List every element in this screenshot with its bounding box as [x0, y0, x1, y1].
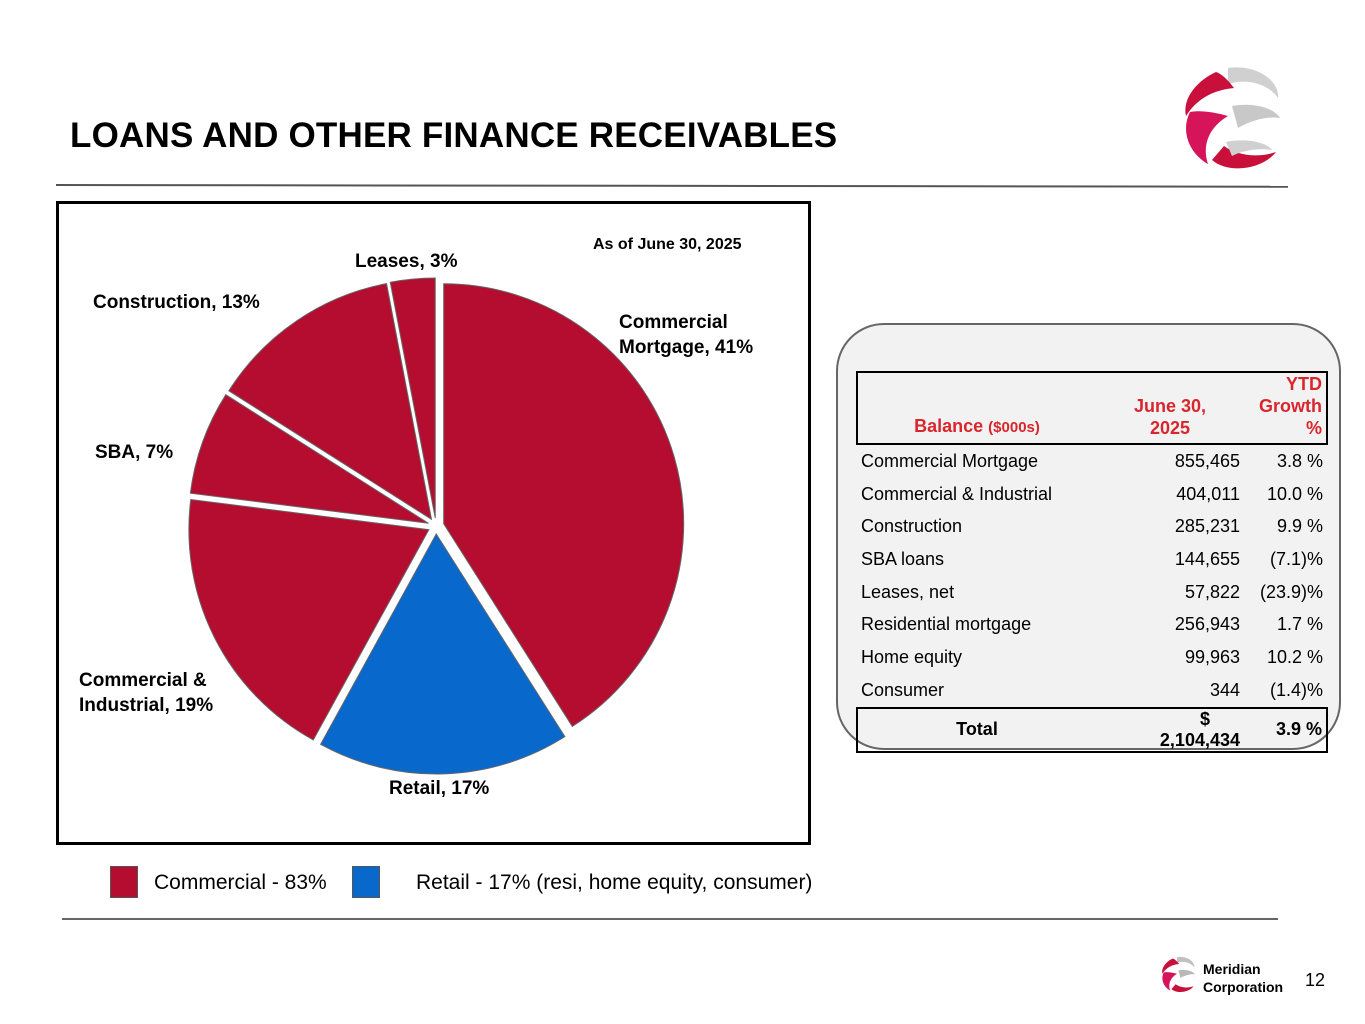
table-row: Leases, net 57,822 (23.9)% [857, 576, 1327, 609]
row-balance: 99,963 [1184, 646, 1240, 667]
row-label: Commercial Mortgage [861, 450, 1039, 471]
slice-label-commercial-industrial: Commercial & Industrial, 19% [79, 670, 214, 716]
total-balance: $2,104,434 [1096, 706, 1244, 753]
row-label: Home equity [861, 646, 963, 667]
row-growth: 10.2 % [1266, 646, 1323, 667]
footer-divider [62, 918, 1278, 920]
pie-slice-commercial-mortgage [443, 283, 685, 728]
row-growth: (7.1)% [1269, 548, 1323, 569]
chart-date-label: As of June 30, 2025 [593, 236, 742, 253]
row-label: Consumer [861, 679, 945, 700]
row-balance: 57,822 [1184, 581, 1240, 602]
table-row: Construction 285,231 9.9 % [857, 510, 1327, 543]
total-growth: 3.9 % [1244, 706, 1328, 753]
header-balance: Balance ($000s) [856, 371, 1096, 445]
row-balance: 855,465 [1174, 450, 1240, 471]
table-row: Residential mortgage 256,943 1.7 % [857, 608, 1327, 641]
pie-slice-commercial-industrial [188, 498, 430, 741]
meridian-logo-icon [1185, 67, 1280, 169]
footer-brand: Meridian Corporation [1203, 961, 1284, 995]
pie-slice-sba [189, 394, 429, 524]
row-balance: 285,231 [1174, 516, 1240, 537]
legend-swatch-retail [352, 866, 380, 898]
row-growth: 1.7 % [1276, 614, 1323, 635]
row-growth: 10.0 % [1266, 483, 1323, 504]
row-label: Commercial & Industrial [861, 483, 1053, 504]
balance-table-panel: Balance ($000s) June 30, 2025 YTD Growth… [836, 323, 1341, 753]
page-title: LOANS AND OTHER FINANCE RECEIVABLES [70, 116, 838, 155]
slice-label-construction: Construction, 13% [93, 292, 260, 313]
table-total-row: Total $2,104,434 3.9 % [856, 706, 1328, 753]
legend-swatch-commercial [110, 866, 138, 898]
row-growth: (1.4)% [1269, 679, 1323, 700]
table-row: Commercial Mortgage 855,465 3.8 % [857, 444, 1327, 478]
row-label: Leases, net [861, 581, 955, 602]
legend-commercial: Commercial - 83% [154, 871, 327, 894]
slice-label-sba: SBA, 7% [95, 442, 174, 463]
slice-label-retail: Retail, 17% [389, 778, 490, 799]
footer-logo-icon [1162, 956, 1196, 993]
balance-table: Balance ($000s) June 30, 2025 YTD Growth… [856, 371, 1328, 753]
row-balance: 404,011 [1176, 483, 1240, 504]
row-growth: 3.8 % [1276, 450, 1323, 471]
row-balance: 144,655 [1174, 548, 1240, 569]
slice-label-commercial-mortgage: Commercial Mortgage, 41% [619, 312, 754, 358]
total-label: Total [856, 706, 1096, 753]
table-row: Consumer 344 (1.4)% [857, 674, 1327, 708]
table-row: SBA loans 144,655 (7.1)% [857, 543, 1327, 576]
row-growth: 9.9 % [1276, 516, 1323, 537]
row-label: Construction [861, 516, 963, 537]
slice-label-leases: Leases, 3% [355, 251, 458, 272]
title-divider [55, 184, 1289, 188]
pie-slice-leases [389, 277, 436, 519]
table-row: Home equity 99,963 10.2 % [857, 641, 1327, 674]
row-label: SBA loans [861, 548, 945, 569]
row-balance: 344 [1209, 679, 1240, 700]
pie-slice-retail [319, 533, 566, 775]
page-number: 12 [1305, 970, 1326, 990]
row-label: Residential mortgage [861, 614, 1032, 635]
legend-retail: Retail - 17% (resi, home equity, consume… [416, 871, 813, 894]
pie-slice-construction [228, 283, 433, 521]
table-header-row: Balance ($000s) June 30, 2025 YTD Growth… [856, 371, 1328, 445]
row-growth: (23.9)% [1259, 581, 1323, 602]
row-balance: 256,943 [1174, 614, 1240, 635]
header-june-30: June 30, 2025 [1096, 371, 1244, 445]
header-ytd-growth: YTD Growth % [1244, 371, 1328, 445]
pie-chart [188, 277, 685, 775]
table-row: Commercial & Industrial 404,011 10.0 % [857, 478, 1327, 511]
pie-chart-panel: As of June 30, 2025 Commercial Mortgage,… [56, 201, 811, 845]
